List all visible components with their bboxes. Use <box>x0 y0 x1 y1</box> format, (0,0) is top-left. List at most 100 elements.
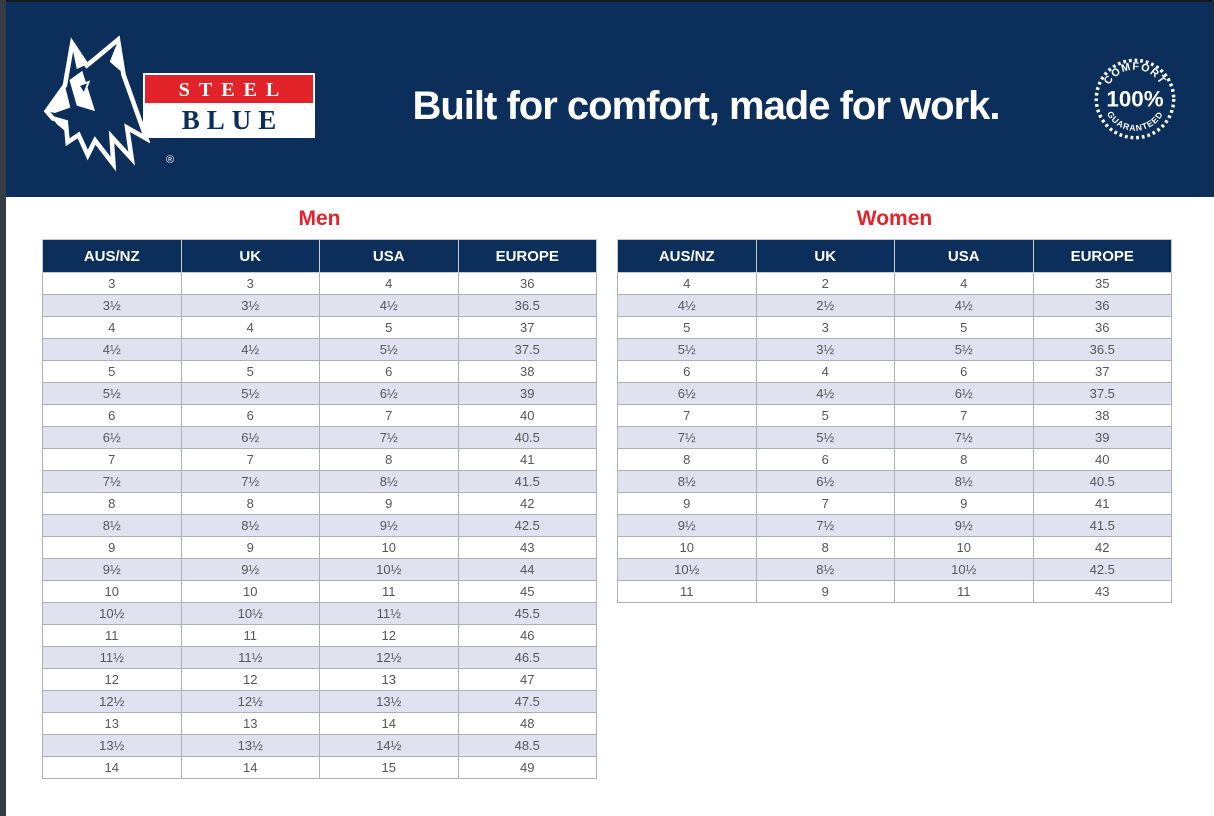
size-cell: 13 <box>180 712 320 735</box>
size-cell: 8½ <box>617 470 757 493</box>
logo-steel-text: STEEL <box>145 75 313 105</box>
size-cell: 8½ <box>319 470 459 493</box>
column-header: AUS/NZ <box>42 239 182 273</box>
size-cell: 13 <box>319 668 459 691</box>
size-cell: 5 <box>617 316 757 339</box>
size-cell: 41 <box>457 448 597 471</box>
badge-ring <box>1094 58 1176 140</box>
size-cell: 10½ <box>894 558 1034 581</box>
size-cell: 41.5 <box>457 470 597 493</box>
men-size-table: AUS/NZ UK USA EUROPE 3 3 4 36 3½ 3½ 4½ 36.5 4 4 5 37 4½ 4… <box>42 239 597 779</box>
size-cell: 5½ <box>42 382 182 405</box>
size-cell: 42 <box>1032 536 1172 559</box>
header-banner: STEEL BLUE ® Built for comfort, made for… <box>0 0 1214 197</box>
size-cell: 10 <box>319 536 459 559</box>
header-row: AUS/NZ UK USA EUROPE <box>42 239 597 273</box>
size-cell: 5 <box>42 360 182 383</box>
size-cell: 46.5 <box>457 646 597 669</box>
size-cell: 3½ <box>42 294 182 317</box>
men-table-title: Men <box>298 207 341 230</box>
table-row: 8½ 6½ 8½ 40.5 <box>617 470 1172 493</box>
column-header: EUROPE <box>457 239 597 273</box>
size-cell: 3½ <box>180 294 320 317</box>
size-cell: 46 <box>457 624 597 647</box>
size-cell: 40 <box>457 404 597 427</box>
table-row: 13½ 13½ 14½ 48.5 <box>42 734 597 757</box>
size-cell: 36 <box>1032 294 1172 317</box>
table-row: 5 3 5 36 <box>617 316 1172 339</box>
table-row: 4 4 5 37 <box>42 316 597 339</box>
size-cell: 7½ <box>180 470 320 493</box>
size-cell: 37.5 <box>1032 382 1172 405</box>
table-row: 3 3 4 36 <box>42 272 597 295</box>
size-cell: 6½ <box>42 426 182 449</box>
size-cell: 4 <box>42 316 182 339</box>
table-row: 6 4 6 37 <box>617 360 1172 383</box>
size-cell: 8 <box>617 448 757 471</box>
size-cell: 4½ <box>755 382 895 405</box>
women-table-title: Women <box>856 207 933 230</box>
table-row: 9½ 7½ 9½ 41.5 <box>617 514 1172 537</box>
size-cell: 9 <box>894 492 1034 515</box>
women-size-table: AUS/NZ UK USA EUROPE 4 2 4 35 4½ 2½ 4½ 36 5 3 5 36 5½ 3½ 5… <box>617 239 1172 603</box>
size-cell: 12½ <box>42 690 182 713</box>
column-header: AUS/NZ <box>617 239 757 273</box>
table-row: 10 8 10 42 <box>617 536 1172 559</box>
size-cell: 7½ <box>755 514 895 537</box>
table-row: 11½ 11½ 12½ 46.5 <box>42 646 597 669</box>
men-size-section: Men AUS/NZ UK USA EUROPE 3 3 4 36 3½ 3½ 4½ 36.5 4 4 5 3… <box>42 206 597 779</box>
size-cell: 8½ <box>180 514 320 537</box>
size-cell: 4½ <box>894 294 1034 317</box>
size-cell: 43 <box>1032 580 1172 603</box>
size-cell: 4½ <box>617 294 757 317</box>
size-cell: 10½ <box>180 602 320 625</box>
size-cell: 4 <box>894 272 1034 295</box>
table-row: 10 10 11 45 <box>42 580 597 603</box>
table-row: 10½ 8½ 10½ 42.5 <box>617 558 1172 581</box>
size-cell: 40 <box>1032 448 1172 471</box>
size-cell: 10½ <box>319 558 459 581</box>
size-cell: 7 <box>42 448 182 471</box>
table-row: 5½ 5½ 6½ 39 <box>42 382 597 405</box>
size-cell: 14 <box>42 756 182 779</box>
size-cell: 9 <box>755 580 895 603</box>
size-cell: 12 <box>42 668 182 691</box>
size-cell: 35 <box>1032 272 1172 295</box>
svg-text:GUARANTEED: GUARANTEED <box>1105 109 1165 133</box>
size-cell: 9½ <box>42 558 182 581</box>
size-cell: 7½ <box>319 426 459 449</box>
size-cell: 7½ <box>617 426 757 449</box>
size-cell: 13½ <box>180 734 320 757</box>
size-cell: 40.5 <box>457 426 597 449</box>
size-cell: 39 <box>457 382 597 405</box>
size-cell: 8 <box>755 536 895 559</box>
size-cell: 6 <box>319 360 459 383</box>
size-cell: 10 <box>180 580 320 603</box>
size-cell: 12½ <box>180 690 320 713</box>
table-row: 8 8 9 42 <box>42 492 597 515</box>
size-cell: 48.5 <box>457 734 597 757</box>
size-cell: 6½ <box>180 426 320 449</box>
size-cell: 7 <box>180 448 320 471</box>
column-header: UK <box>755 239 895 273</box>
size-cell: 14 <box>319 712 459 735</box>
size-cell: 11½ <box>42 646 182 669</box>
size-cell: 7½ <box>42 470 182 493</box>
table-row: 11 9 11 43 <box>617 580 1172 603</box>
size-cell: 36 <box>1032 316 1172 339</box>
svg-text:COMFORT: COMFORT <box>1102 61 1169 87</box>
size-cell: 8½ <box>42 514 182 537</box>
size-cell: 37 <box>457 316 597 339</box>
size-cell: 45 <box>457 580 597 603</box>
table-row: 9 7 9 41 <box>617 492 1172 515</box>
header-row: AUS/NZ UK USA EUROPE <box>617 239 1172 273</box>
size-cell: 9 <box>319 492 459 515</box>
table-row: 6½ 4½ 6½ 37.5 <box>617 382 1172 405</box>
size-cell: 11 <box>180 624 320 647</box>
size-cell: 38 <box>1032 404 1172 427</box>
size-cell: 42 <box>457 492 597 515</box>
size-cell: 47 <box>457 668 597 691</box>
table-row: 6 6 7 40 <box>42 404 597 427</box>
badge-top-text: COMFORT <box>1102 61 1168 87</box>
logo-wordmark: STEEL BLUE <box>143 73 315 138</box>
